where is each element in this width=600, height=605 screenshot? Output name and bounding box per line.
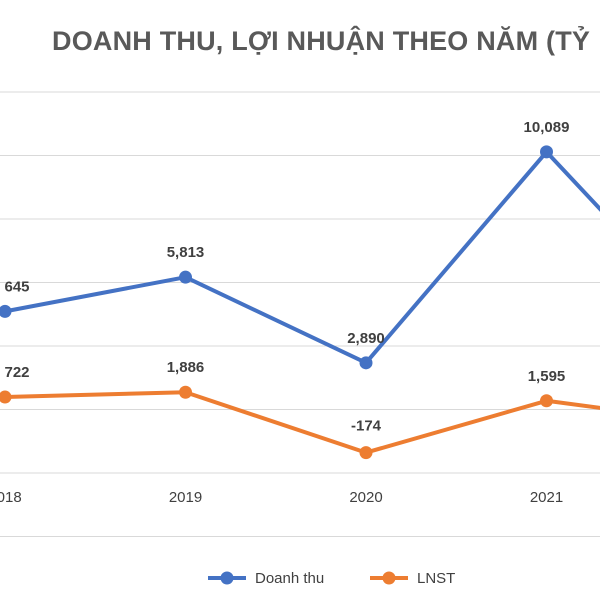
data-point: [359, 446, 373, 460]
data-label: 5,813: [167, 244, 205, 261]
data-label: 1,886: [167, 359, 205, 376]
data-point: [540, 145, 553, 159]
data-point: [540, 394, 553, 408]
data-label: 645: [4, 278, 29, 295]
data-label: -174: [351, 418, 382, 435]
data-point: [179, 270, 192, 284]
data-point: [0, 304, 12, 318]
legend-marker: [382, 571, 396, 585]
data-label: 2,890: [347, 330, 385, 347]
legend-label: Doanh thu: [255, 570, 324, 587]
x-tick-label: 2019: [169, 489, 202, 506]
data-label: 722: [4, 364, 29, 381]
series-line-lnst: [3, 390, 600, 455]
legend-label: LNST: [417, 570, 455, 587]
x-tick-label: 2020: [349, 489, 382, 506]
data-point: [0, 390, 12, 404]
data-label: 1,595: [528, 368, 566, 385]
x-tick-label: 2021: [530, 489, 563, 506]
data-point: [359, 356, 373, 370]
data-label: 10,089: [524, 119, 570, 136]
chart-title: DOANH THU, LỢI NHUẬN THEO NĂM (TỶ: [52, 26, 591, 56]
series-line-doanh-thu: [3, 149, 600, 365]
x-tick-label: 2018: [0, 489, 22, 506]
legend-marker: [220, 571, 234, 585]
data-point: [179, 385, 192, 399]
